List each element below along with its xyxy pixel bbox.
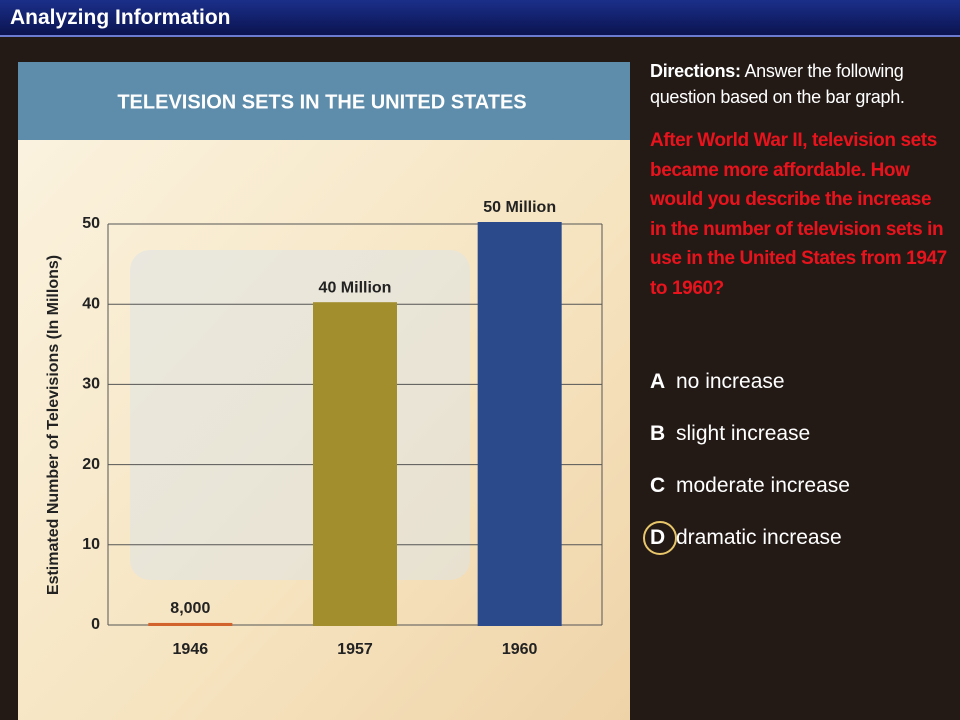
tv-illustration	[130, 250, 470, 580]
chart-title: TELEVISION SETS IN THE UNITED STATES	[117, 91, 526, 113]
bar	[477, 222, 562, 626]
option-letter: C	[650, 474, 666, 497]
directions: Directions: Answer the following questio…	[650, 58, 950, 110]
y-tick-label: 50	[82, 215, 100, 232]
option-letter: A	[650, 370, 666, 393]
x-tick-label: 1960	[502, 641, 538, 658]
y-tick-label: 20	[82, 456, 100, 473]
page-title: Analyzing Information	[10, 6, 231, 29]
option-text: no increase	[676, 370, 785, 393]
data-label: 8,000	[170, 600, 210, 617]
y-tick-label: 0	[91, 616, 100, 633]
y-tick-label: 30	[82, 376, 100, 393]
bar	[148, 622, 233, 627]
y-tick-label: 10	[82, 536, 100, 553]
data-label: 50 Million	[483, 199, 556, 216]
option-text: dramatic increase	[676, 526, 842, 549]
bar	[313, 302, 397, 626]
selected-ring	[643, 521, 677, 555]
x-tick-label: 1957	[337, 641, 373, 658]
question-panel: Directions: Answer the following questio…	[643, 58, 950, 555]
title-bar: Analyzing Information	[0, 0, 960, 37]
x-tick-label: 1946	[173, 641, 209, 658]
option-text: slight increase	[676, 422, 811, 445]
y-axis-label-text: Estimated Number of Televisions (In Mill…	[45, 255, 62, 595]
directions-label: Directions:	[650, 61, 741, 81]
question-prompt: After World War II, television sets beca…	[650, 130, 947, 299]
data-label: 40 Million	[319, 279, 392, 296]
y-axis-label: Estimated Number of Televisions (In Mill…	[45, 255, 62, 595]
directions-text: Answer the following question based on t…	[650, 61, 905, 107]
option-letter: B	[650, 422, 666, 445]
chart-header	[18, 62, 630, 140]
y-tick-label: 40	[82, 295, 100, 312]
option-text: moderate increase	[676, 474, 850, 497]
